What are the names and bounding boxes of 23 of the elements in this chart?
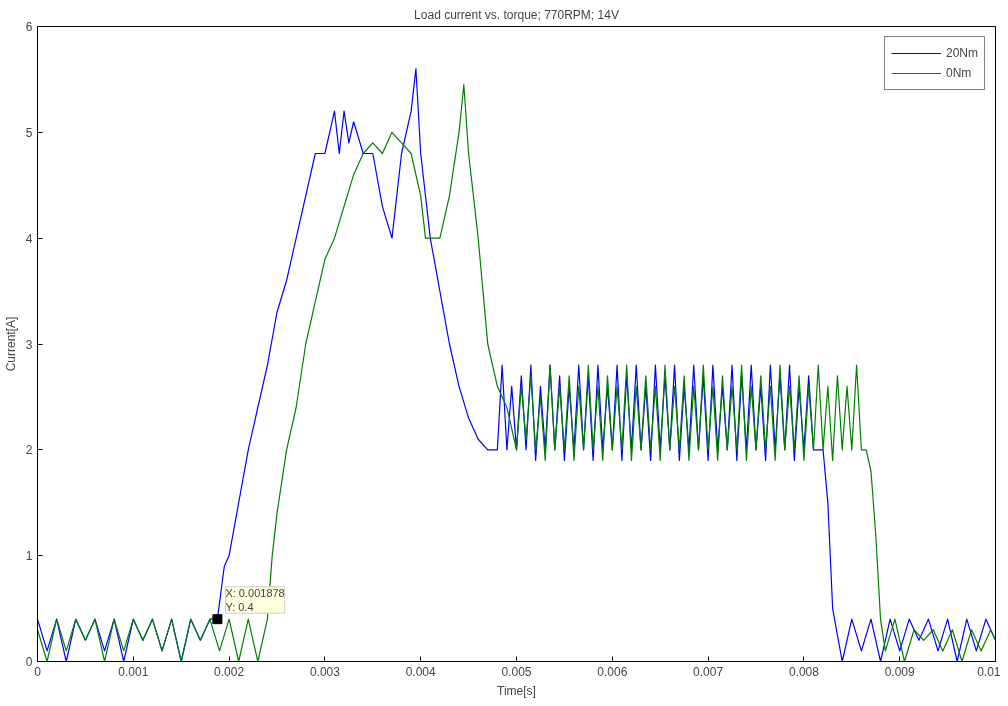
- y-tick-label: 4: [25, 231, 33, 246]
- x-axis-title: Time[s]: [497, 683, 536, 698]
- annotation: X: 0.001878 Y: 0.4: [225, 586, 285, 614]
- x-tick-label: 0.005: [501, 664, 532, 679]
- y-tick-label: 1: [25, 549, 33, 564]
- x-tick-label: 0.001: [118, 664, 149, 679]
- legend-label: 20Nm: [945, 46, 978, 60]
- x-tick-label: 0.007: [693, 664, 724, 679]
- x-tick-label: 0.004: [405, 664, 437, 679]
- x-tick-label: 0.003: [309, 664, 341, 679]
- chart-title: Load current vs. torque; 770RPM; 14V: [414, 7, 619, 22]
- x-tick-label: 0.009: [884, 664, 916, 679]
- x-tick-label: 0.01: [977, 664, 1001, 679]
- y-axis-title: Current[A]: [3, 316, 18, 372]
- y-tick-label: 6: [25, 20, 33, 34]
- y-tick-label: 3: [25, 337, 33, 352]
- x-tick-label: 0.008: [788, 664, 820, 679]
- legend-label: 0Nm: [945, 66, 972, 80]
- y-tick-label: 5: [25, 125, 33, 140]
- x-tick-label: 0.002: [214, 664, 245, 679]
- x-tick-label: 0.006: [597, 664, 628, 679]
- y-tick-label: 2: [25, 443, 33, 458]
- y-tick-label: 0: [25, 655, 33, 669]
